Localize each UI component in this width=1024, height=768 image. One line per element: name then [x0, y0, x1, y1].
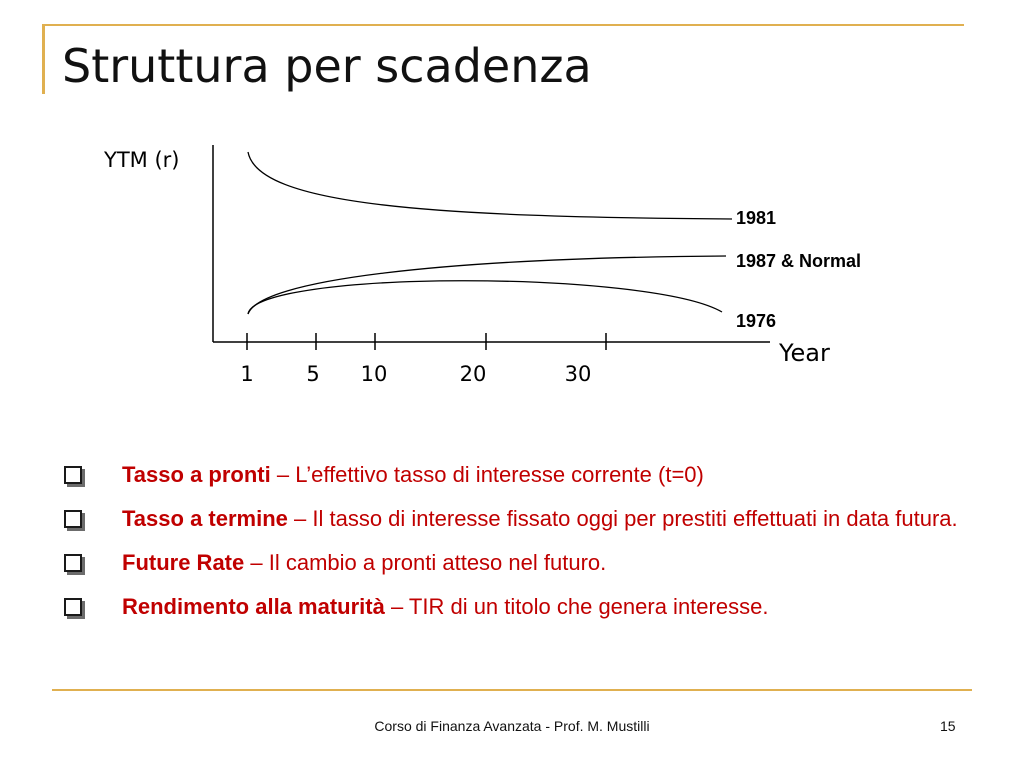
curve-label-1976: 1976	[736, 311, 776, 331]
checkbox-bullet-icon	[64, 598, 82, 616]
tick-label-10: 10	[361, 362, 388, 386]
curve-normal-1987	[247, 255, 727, 315]
y-axis-label: YTM (r)	[103, 148, 179, 172]
tick-label-1: 1	[240, 362, 253, 386]
bullet-separator: –	[287, 506, 313, 531]
tick-label-20: 20	[460, 362, 487, 386]
definition-list: Tasso a pronti – L’effettivo tasso di in…	[64, 458, 964, 634]
bullet-term: Tasso a pronti	[122, 462, 271, 487]
bullet-tasso-a-termine: Tasso a termine – Il tasso di interesse …	[64, 502, 964, 536]
left-accent-line	[42, 24, 45, 94]
checkbox-bullet-icon	[64, 554, 82, 572]
bullet-text: L’effettivo tasso di interesse corrente …	[295, 462, 704, 487]
bullet-term: Future Rate	[122, 550, 245, 575]
slide-footer: Corso di Finanza Avanzata - Prof. M. Mus…	[374, 718, 650, 734]
bullet-separator: –	[270, 462, 296, 487]
bullet-separator: –	[244, 550, 269, 575]
bullet-text: Il cambio a pronti atteso nel futuro.	[268, 550, 607, 575]
curve-label-1981: 1981	[736, 208, 776, 228]
curve-humped-1976	[247, 280, 723, 315]
x-axis-label: Year	[778, 339, 830, 367]
bullet-future-rate: Future Rate – Il cambio a pronti atteso …	[64, 546, 964, 580]
bullet-text: TIR di un titolo che genera interesse.	[408, 594, 769, 619]
term-structure-diagram: YTM (r) Year 1 5 10 20 30 1981 1987 & No…	[103, 145, 861, 386]
curve-inverted-1981	[247, 151, 733, 220]
bullet-term: Rendimento alla maturità	[122, 594, 385, 619]
curve-label-1987-normal: 1987 & Normal	[736, 251, 861, 271]
bullet-rendimento-maturita: Rendimento alla maturità – TIR di un tit…	[64, 590, 964, 624]
page-number: 15	[940, 718, 956, 734]
tick-label-5: 5	[306, 362, 319, 386]
bullet-tasso-a-pronti: Tasso a pronti – L’effettivo tasso di in…	[64, 458, 964, 492]
bullet-text: Il tasso di interesse fissato oggi per p…	[312, 506, 958, 531]
tick-label-30: 30	[565, 362, 592, 386]
checkbox-bullet-icon	[64, 466, 82, 484]
checkbox-bullet-icon	[64, 510, 82, 528]
slide-title: Struttura per scadenza	[62, 39, 592, 93]
bullet-term: Tasso a termine	[122, 506, 288, 531]
top-accent-line	[44, 24, 964, 26]
bottom-accent-line	[52, 689, 972, 691]
bullet-separator: –	[384, 594, 409, 619]
